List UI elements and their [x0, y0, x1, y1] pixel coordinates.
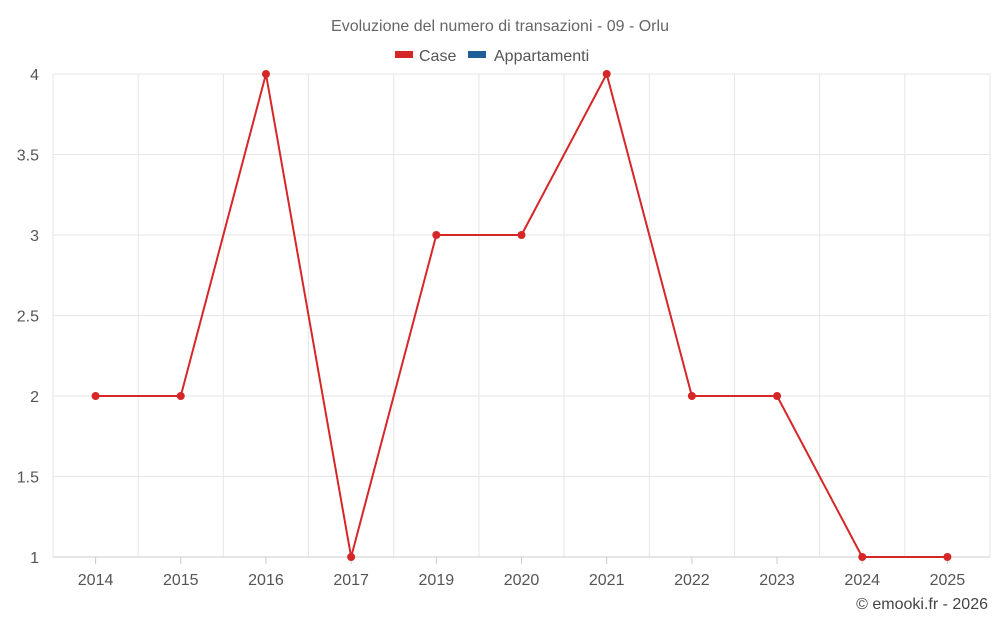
y-tick-label: 4	[30, 67, 39, 84]
data-point[interactable]	[858, 553, 867, 561]
data-point[interactable]	[432, 231, 441, 239]
data-point[interactable]	[176, 392, 185, 400]
data-point[interactable]	[261, 70, 270, 78]
chart-title: Evoluzione del numero di transazioni - 0…	[331, 18, 669, 35]
y-tick-label: 3.5	[17, 148, 39, 165]
x-tick-label: 2025	[930, 572, 966, 589]
data-point[interactable]	[773, 392, 782, 400]
series-case	[91, 70, 952, 561]
legend-label-case[interactable]: Case	[419, 48, 456, 65]
x-tick-label: 2024	[844, 572, 880, 589]
x-tick-label: 2020	[504, 572, 540, 589]
x-tick-label: 2021	[589, 572, 625, 589]
y-tick-label: 2	[30, 389, 39, 406]
data-point[interactable]	[517, 231, 526, 239]
y-tick-label: 1.5	[17, 470, 39, 487]
data-point[interactable]	[91, 392, 100, 400]
grid	[52, 73, 991, 558]
data-point[interactable]	[347, 553, 356, 561]
x-tick-label: 2017	[333, 572, 369, 589]
legend-swatch-case	[395, 51, 413, 58]
x-tick-label: 2023	[759, 572, 795, 589]
legend: Case Appartamenti	[395, 48, 589, 65]
x-tick-label: 2014	[78, 572, 114, 589]
axes: 1 1.5 2 2.5 3 3.5 4 2014 2015 2016 2017 2019 2020 202…	[17, 67, 990, 589]
x-tick-label: 2019	[419, 572, 455, 589]
y-tick-label: 1	[30, 550, 39, 567]
x-tick-label: 2015	[163, 572, 199, 589]
data-point[interactable]	[687, 392, 696, 400]
y-tick-label: 3	[30, 228, 39, 245]
legend-label-appartamenti[interactable]: Appartamenti	[494, 48, 589, 65]
x-tick-label: 2022	[674, 572, 710, 589]
y-tick-label: 2.5	[17, 309, 39, 326]
credit-text: © emooki.fr - 2026	[856, 596, 988, 613]
data-point[interactable]	[602, 70, 611, 78]
legend-swatch-appartamenti	[468, 51, 486, 58]
x-tick-label: 2016	[248, 572, 284, 589]
data-point[interactable]	[943, 553, 952, 561]
